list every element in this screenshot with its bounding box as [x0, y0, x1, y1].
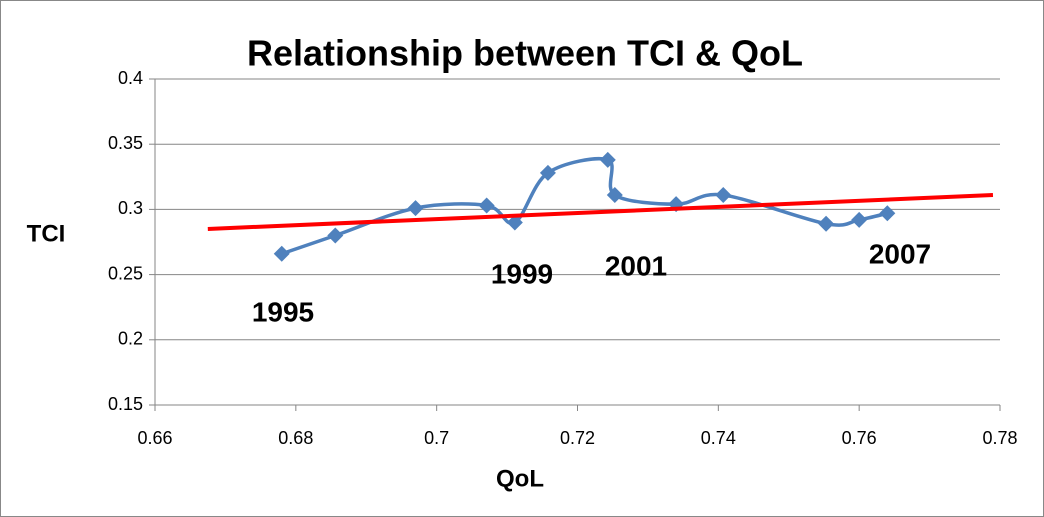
annotation: 1995	[252, 296, 314, 327]
point	[851, 211, 868, 228]
point	[606, 187, 623, 204]
y-tick-label: 0.3	[118, 198, 143, 218]
annotation: 2007	[869, 238, 931, 269]
y-tick-label: 0.35	[108, 133, 143, 153]
point	[478, 197, 495, 214]
point	[599, 151, 616, 168]
y-tick-label: 0.15	[108, 394, 143, 414]
x-tick-label: 0.68	[278, 428, 313, 448]
y-tick-label: 0.25	[108, 263, 143, 283]
x-axis-label: QoL	[496, 465, 544, 492]
point	[327, 227, 344, 244]
point	[539, 164, 556, 181]
chart-title: Relationship between TCI & QoL	[247, 33, 803, 74]
y-axis-label: TCI	[27, 220, 66, 247]
point	[506, 214, 523, 231]
point	[818, 215, 835, 232]
x-tick-label: 0.72	[560, 428, 595, 448]
point	[273, 245, 290, 262]
x-tick-label: 0.78	[982, 428, 1017, 448]
point	[407, 200, 424, 217]
x-tick-label: 0.66	[137, 428, 172, 448]
point	[879, 205, 896, 222]
annotation: 2001	[605, 250, 667, 281]
x-tick-label: 0.76	[842, 428, 877, 448]
trendline	[207, 193, 994, 231]
y-tick-label: 0.2	[118, 329, 143, 349]
x-tick-label: 0.74	[701, 428, 736, 448]
annotation: 1999	[491, 258, 553, 289]
y-tick-label: 0.4	[118, 68, 143, 88]
point	[715, 187, 732, 204]
x-tick-label: 0.7	[424, 428, 449, 448]
